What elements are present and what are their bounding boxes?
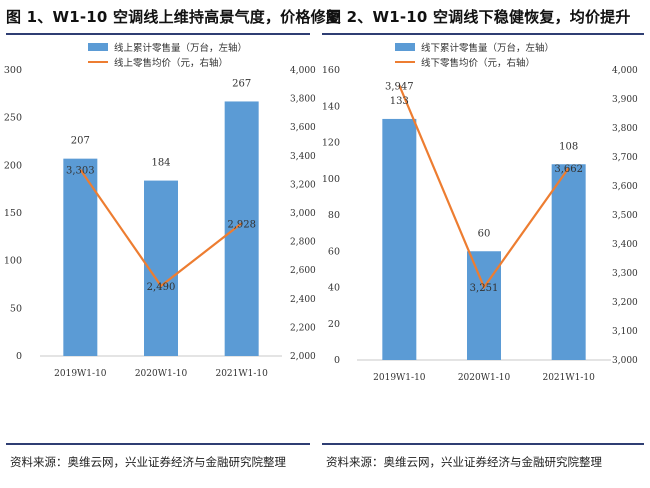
legend-label-bar: 线下累计零售量（万台，左轴） xyxy=(421,42,554,54)
line-value-label: 2,490 xyxy=(147,282,176,293)
y-left-tick-label: 100 xyxy=(4,256,22,267)
y-right-tick-label: 3,900 xyxy=(612,95,638,105)
x-tick-label: 2021W1-10 xyxy=(542,373,595,383)
source-rule-right xyxy=(322,443,644,445)
title-rule-right xyxy=(322,33,644,35)
line-value-label: 3,303 xyxy=(66,166,95,177)
y-left-tick-label: 60 xyxy=(328,246,340,257)
y-left-tick-label: 50 xyxy=(10,303,22,314)
title-rule-left xyxy=(6,33,310,35)
y-left-tick-label: 300 xyxy=(4,65,22,76)
bar-value-label: 133 xyxy=(390,96,409,107)
x-tick-label: 2019W1-10 xyxy=(373,373,426,383)
y-right-tick-label: 2,800 xyxy=(290,238,316,248)
y-right-tick-label: 3,100 xyxy=(612,327,638,337)
y-right-tick-label: 2,600 xyxy=(290,266,316,276)
bar xyxy=(551,164,586,360)
bar-value-label: 108 xyxy=(559,141,578,152)
line-value-label: 2,928 xyxy=(227,219,256,230)
y-left-tick-label: 0 xyxy=(16,351,22,362)
y-left-tick-label: 200 xyxy=(4,160,22,171)
source-note-left: 资料来源：奥维云网，兴业证券经济与金融研究院整理 xyxy=(10,455,286,469)
y-right-tick-label: 2,000 xyxy=(290,352,316,362)
y-left-tick-label: 20 xyxy=(328,319,340,330)
y-right-tick-label: 3,800 xyxy=(612,124,638,134)
x-tick-label: 2021W1-10 xyxy=(215,369,268,379)
y-left-tick-label: 40 xyxy=(328,283,340,294)
y-right-tick-label: 3,300 xyxy=(612,269,638,279)
y-left-tick-label: 160 xyxy=(322,65,340,76)
y-left-tick-label: 80 xyxy=(328,210,340,221)
line-value-label: 3,947 xyxy=(385,81,414,92)
legend-label-line: 线上零售均价（元，右轴） xyxy=(114,57,228,69)
y-right-tick-label: 3,500 xyxy=(612,211,638,221)
bar-value-label: 267 xyxy=(232,78,251,89)
y-left-tick-label: 150 xyxy=(4,208,22,219)
y-right-tick-label: 3,600 xyxy=(612,182,638,192)
y-left-tick-label: 0 xyxy=(334,355,340,366)
legend-swatch-bar xyxy=(395,43,415,51)
bar xyxy=(382,118,417,360)
bar-value-label: 184 xyxy=(151,158,170,169)
x-tick-label: 2020W1-10 xyxy=(135,369,188,379)
x-tick-label: 2020W1-10 xyxy=(458,373,511,383)
y-right-tick-label: 4,000 xyxy=(612,66,638,76)
chart-right: 0 20 40 60 80 100 120 140 160 3,000 3,100 3,200 3,30… xyxy=(322,42,638,383)
x-tick-label: 2019W1-10 xyxy=(54,369,107,379)
y-right-tick-label: 4,000 xyxy=(290,66,316,76)
price-line xyxy=(79,169,243,288)
bar xyxy=(63,158,98,356)
y-right-tick-label: 3,600 xyxy=(290,123,316,133)
bar-value-label: 207 xyxy=(71,136,90,147)
line-value-label: 3,662 xyxy=(554,164,583,175)
source-rule-left xyxy=(6,443,310,445)
y-right-tick-label: 3,000 xyxy=(612,356,638,366)
y-left-tick-label: 100 xyxy=(322,174,340,185)
legend-label-line: 线下零售均价（元，右轴） xyxy=(421,57,535,69)
y-right-tick-label: 2,400 xyxy=(290,295,316,305)
chart-title-right: 图 2、W1-10 空调线下稳健恢复，均价提升 xyxy=(326,8,631,26)
y-left-tick-label: 120 xyxy=(322,138,340,149)
y-left-tick-label: 250 xyxy=(4,113,22,124)
y-right-tick-label: 3,000 xyxy=(290,209,316,219)
y-right-tick-label: 3,200 xyxy=(612,298,638,308)
y-right-tick-label: 3,400 xyxy=(612,240,638,250)
price-line xyxy=(398,84,570,290)
y-left-tick-label: 140 xyxy=(322,101,340,112)
bar xyxy=(224,101,259,357)
bar xyxy=(467,251,501,360)
source-note-right: 资料来源：奥维云网，兴业证券经济与金融研究院整理 xyxy=(326,455,602,469)
legend-label-bar: 线上累计零售量（万台，左轴） xyxy=(114,42,247,54)
legend-swatch-bar xyxy=(88,43,108,51)
chart-title-left: 图 1、W1-10 空调线上维持高景气度，价格修复 xyxy=(6,8,341,26)
line-value-label: 3,251 xyxy=(470,283,499,294)
y-right-tick-label: 3,200 xyxy=(290,180,316,190)
chart-left: 0 50 100 150 200 250 300 2,000 2,200 2,400 2,600 2,… xyxy=(4,42,316,379)
y-right-tick-label: 3,700 xyxy=(612,153,638,163)
y-right-tick-label: 2,200 xyxy=(290,323,316,333)
y-right-tick-label: 3,800 xyxy=(290,95,316,105)
bar-value-label: 60 xyxy=(478,228,491,239)
y-right-tick-label: 3,400 xyxy=(290,152,316,162)
